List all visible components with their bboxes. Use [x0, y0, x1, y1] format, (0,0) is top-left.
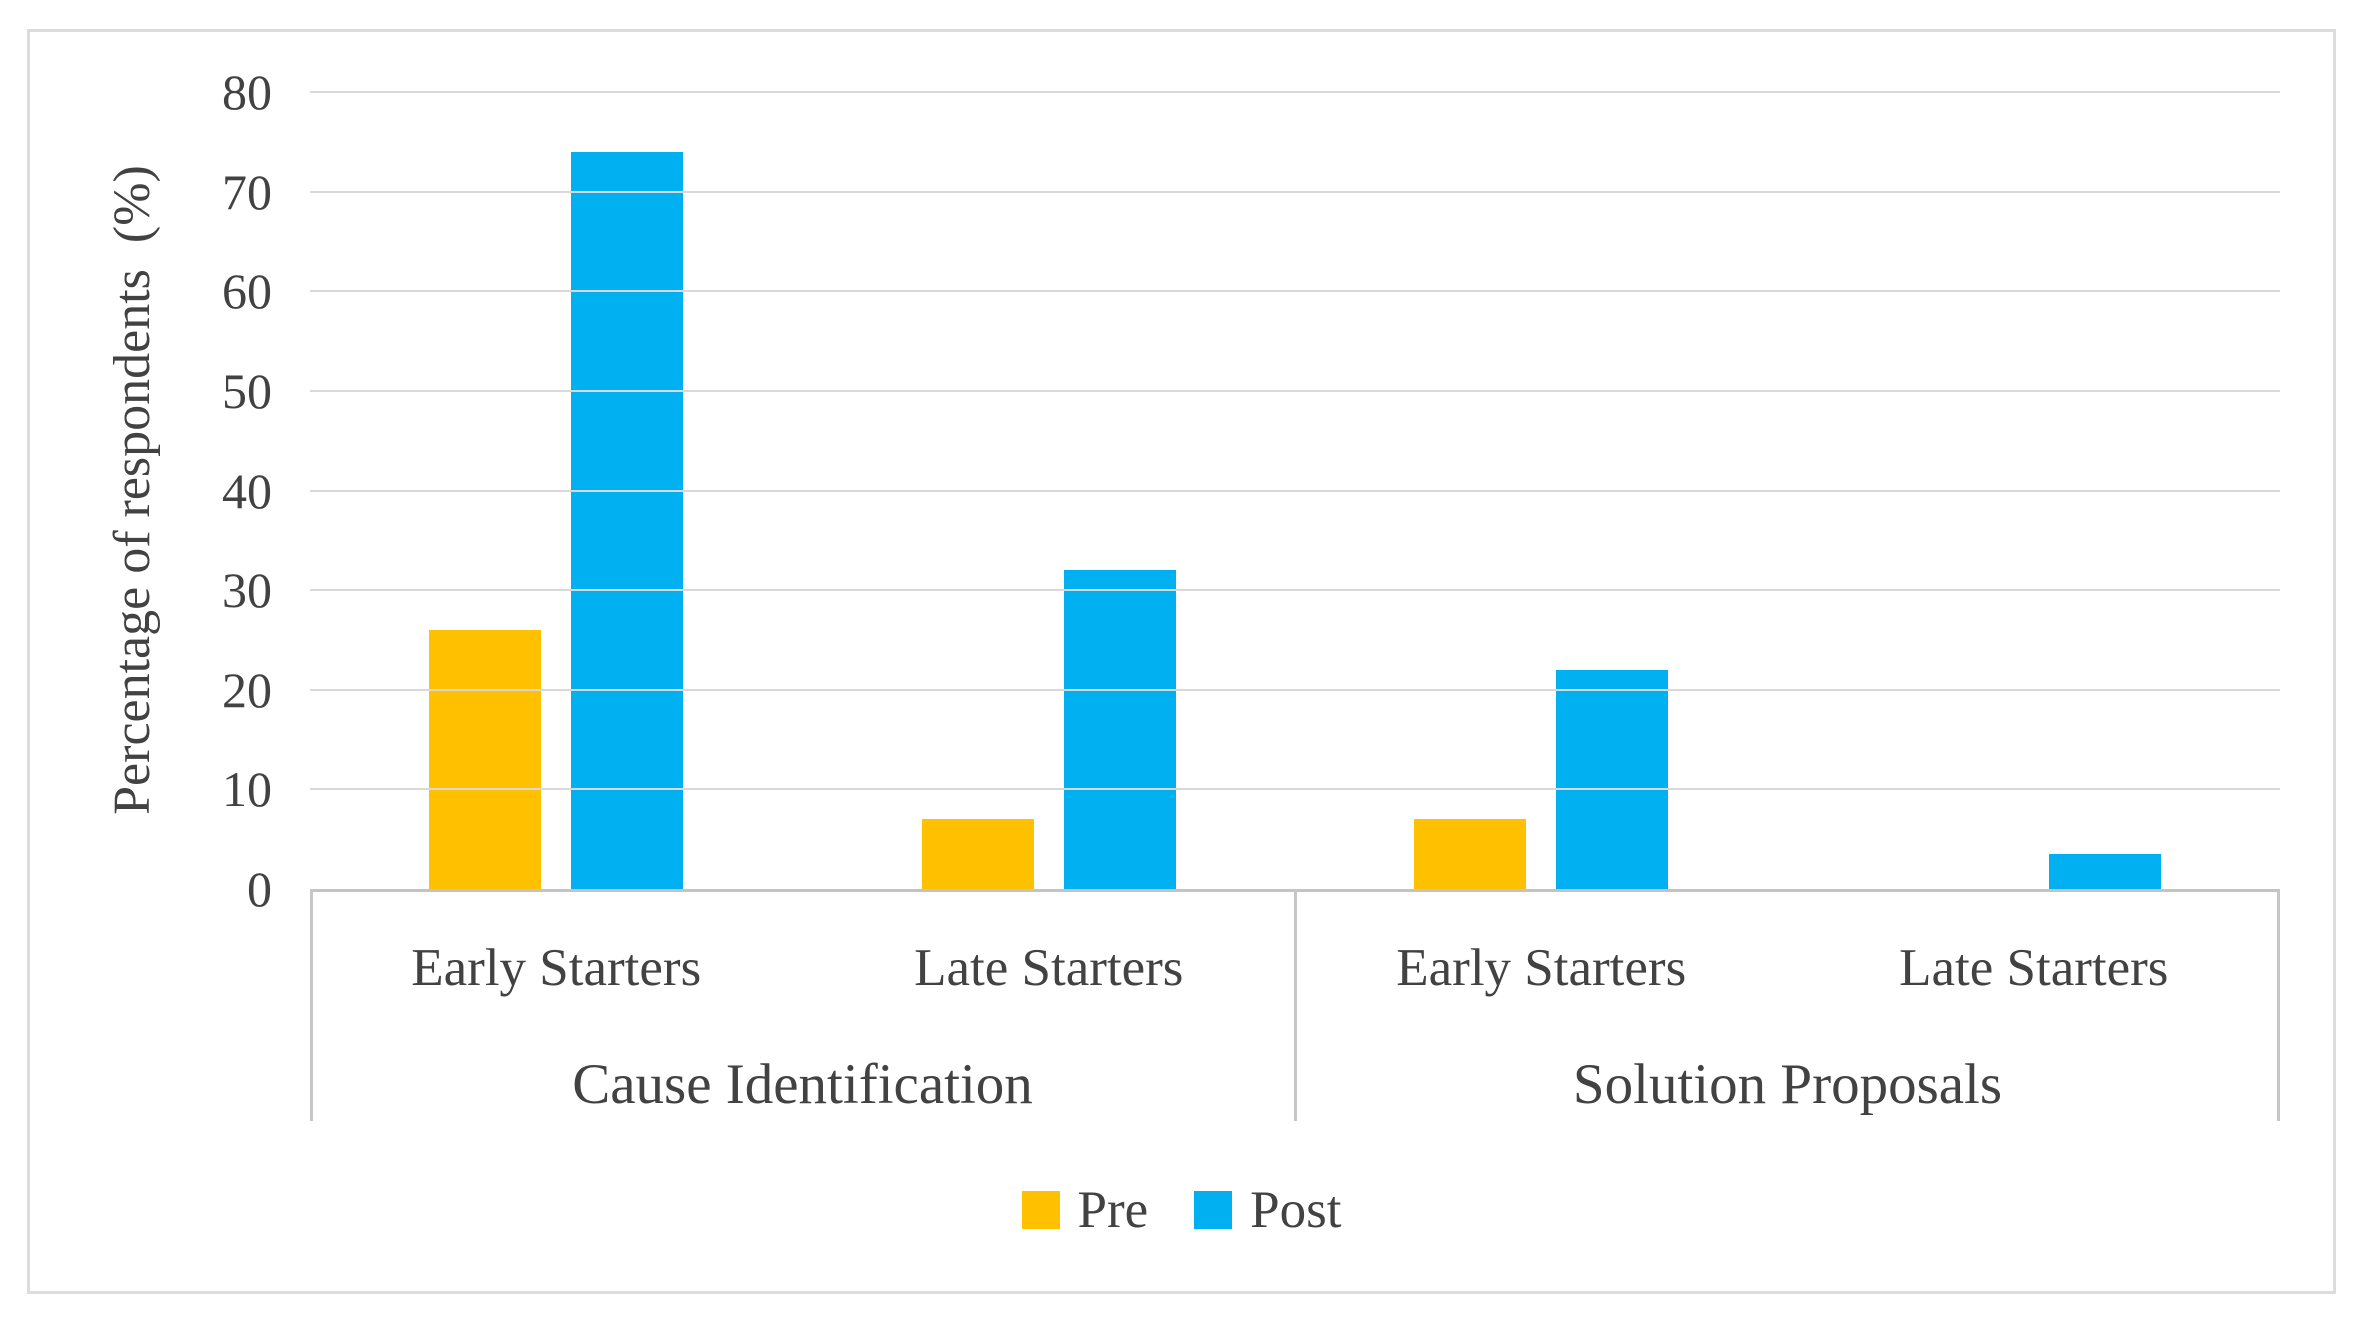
category-label-2: Late Starters: [914, 939, 1184, 997]
bar-post-3: [1556, 669, 1669, 889]
gridline-20: [310, 688, 2280, 691]
y-tick-label-20: 20: [222, 661, 272, 718]
category-label-3: Early Starters: [1396, 939, 1687, 997]
y-tick-label-40: 40: [222, 462, 272, 519]
bar-pre-1: [429, 629, 542, 889]
gridline-10: [310, 788, 2280, 791]
chart-figure: Percentage of respondents (%) 80 70 60 50 40…: [27, 29, 2336, 1294]
group-label-row: Cause Identification Solution Proposals: [310, 1047, 2280, 1121]
category-label-4: Late Starters: [1899, 939, 2169, 997]
bar-pre-2: [921, 819, 1034, 889]
gridline-80: [310, 91, 2280, 93]
gridline-60: [310, 290, 2280, 293]
legend: Pre Post: [30, 1180, 2333, 1240]
category-slot-1: [310, 92, 803, 889]
bar-post-4: [2048, 854, 2161, 889]
y-tick-label-10: 10: [222, 761, 272, 818]
category-label-row: Early Starters Late Starters Early Starter…: [310, 889, 2280, 1047]
legend-swatch-pre: [1021, 1191, 1060, 1229]
bar-pre-3: [1414, 819, 1527, 889]
category-slot-3: [1295, 92, 1788, 889]
axis-separator-1: [310, 889, 313, 1121]
y-tick-label-60: 60: [222, 263, 272, 320]
gridline-30: [310, 589, 2280, 592]
category-axis: Early Starters Late Starters Early Starter…: [310, 889, 2280, 1121]
legend-item-pre: Pre: [1021, 1180, 1149, 1240]
bar-series-container: [310, 92, 2280, 889]
bar-post-1: [571, 151, 684, 889]
legend-label-post: Post: [1250, 1181, 1342, 1239]
bar-post-2: [1063, 570, 1176, 889]
legend-item-post: Post: [1194, 1180, 1341, 1240]
y-tick-label-30: 30: [222, 562, 272, 619]
y-tick-label-70: 70: [222, 163, 272, 220]
y-axis-tick-labels: 80 70 60 50 40 30 20 10 0: [30, 67, 272, 914]
axis-separator-2: [1294, 889, 1297, 1121]
category-label-1: Early Starters: [411, 939, 702, 997]
category-slot-4: [1788, 92, 2281, 889]
category-slot-2: [803, 92, 1296, 889]
y-tick-label-50: 50: [222, 362, 272, 419]
legend-swatch-post: [1194, 1191, 1233, 1229]
y-tick-label-80: 80: [222, 64, 272, 120]
y-tick-label-0: 0: [247, 861, 272, 917]
plot-area: [310, 91, 2280, 892]
group-label-2: Solution Proposals: [1572, 1052, 2003, 1116]
legend-label-pre: Pre: [1077, 1181, 1149, 1239]
gridline-40: [310, 489, 2280, 492]
gridline-70: [310, 190, 2280, 193]
axis-separator-3: [2277, 889, 2280, 1121]
gridline-50: [310, 389, 2280, 392]
group-label-1: Cause Identification: [572, 1052, 1033, 1116]
